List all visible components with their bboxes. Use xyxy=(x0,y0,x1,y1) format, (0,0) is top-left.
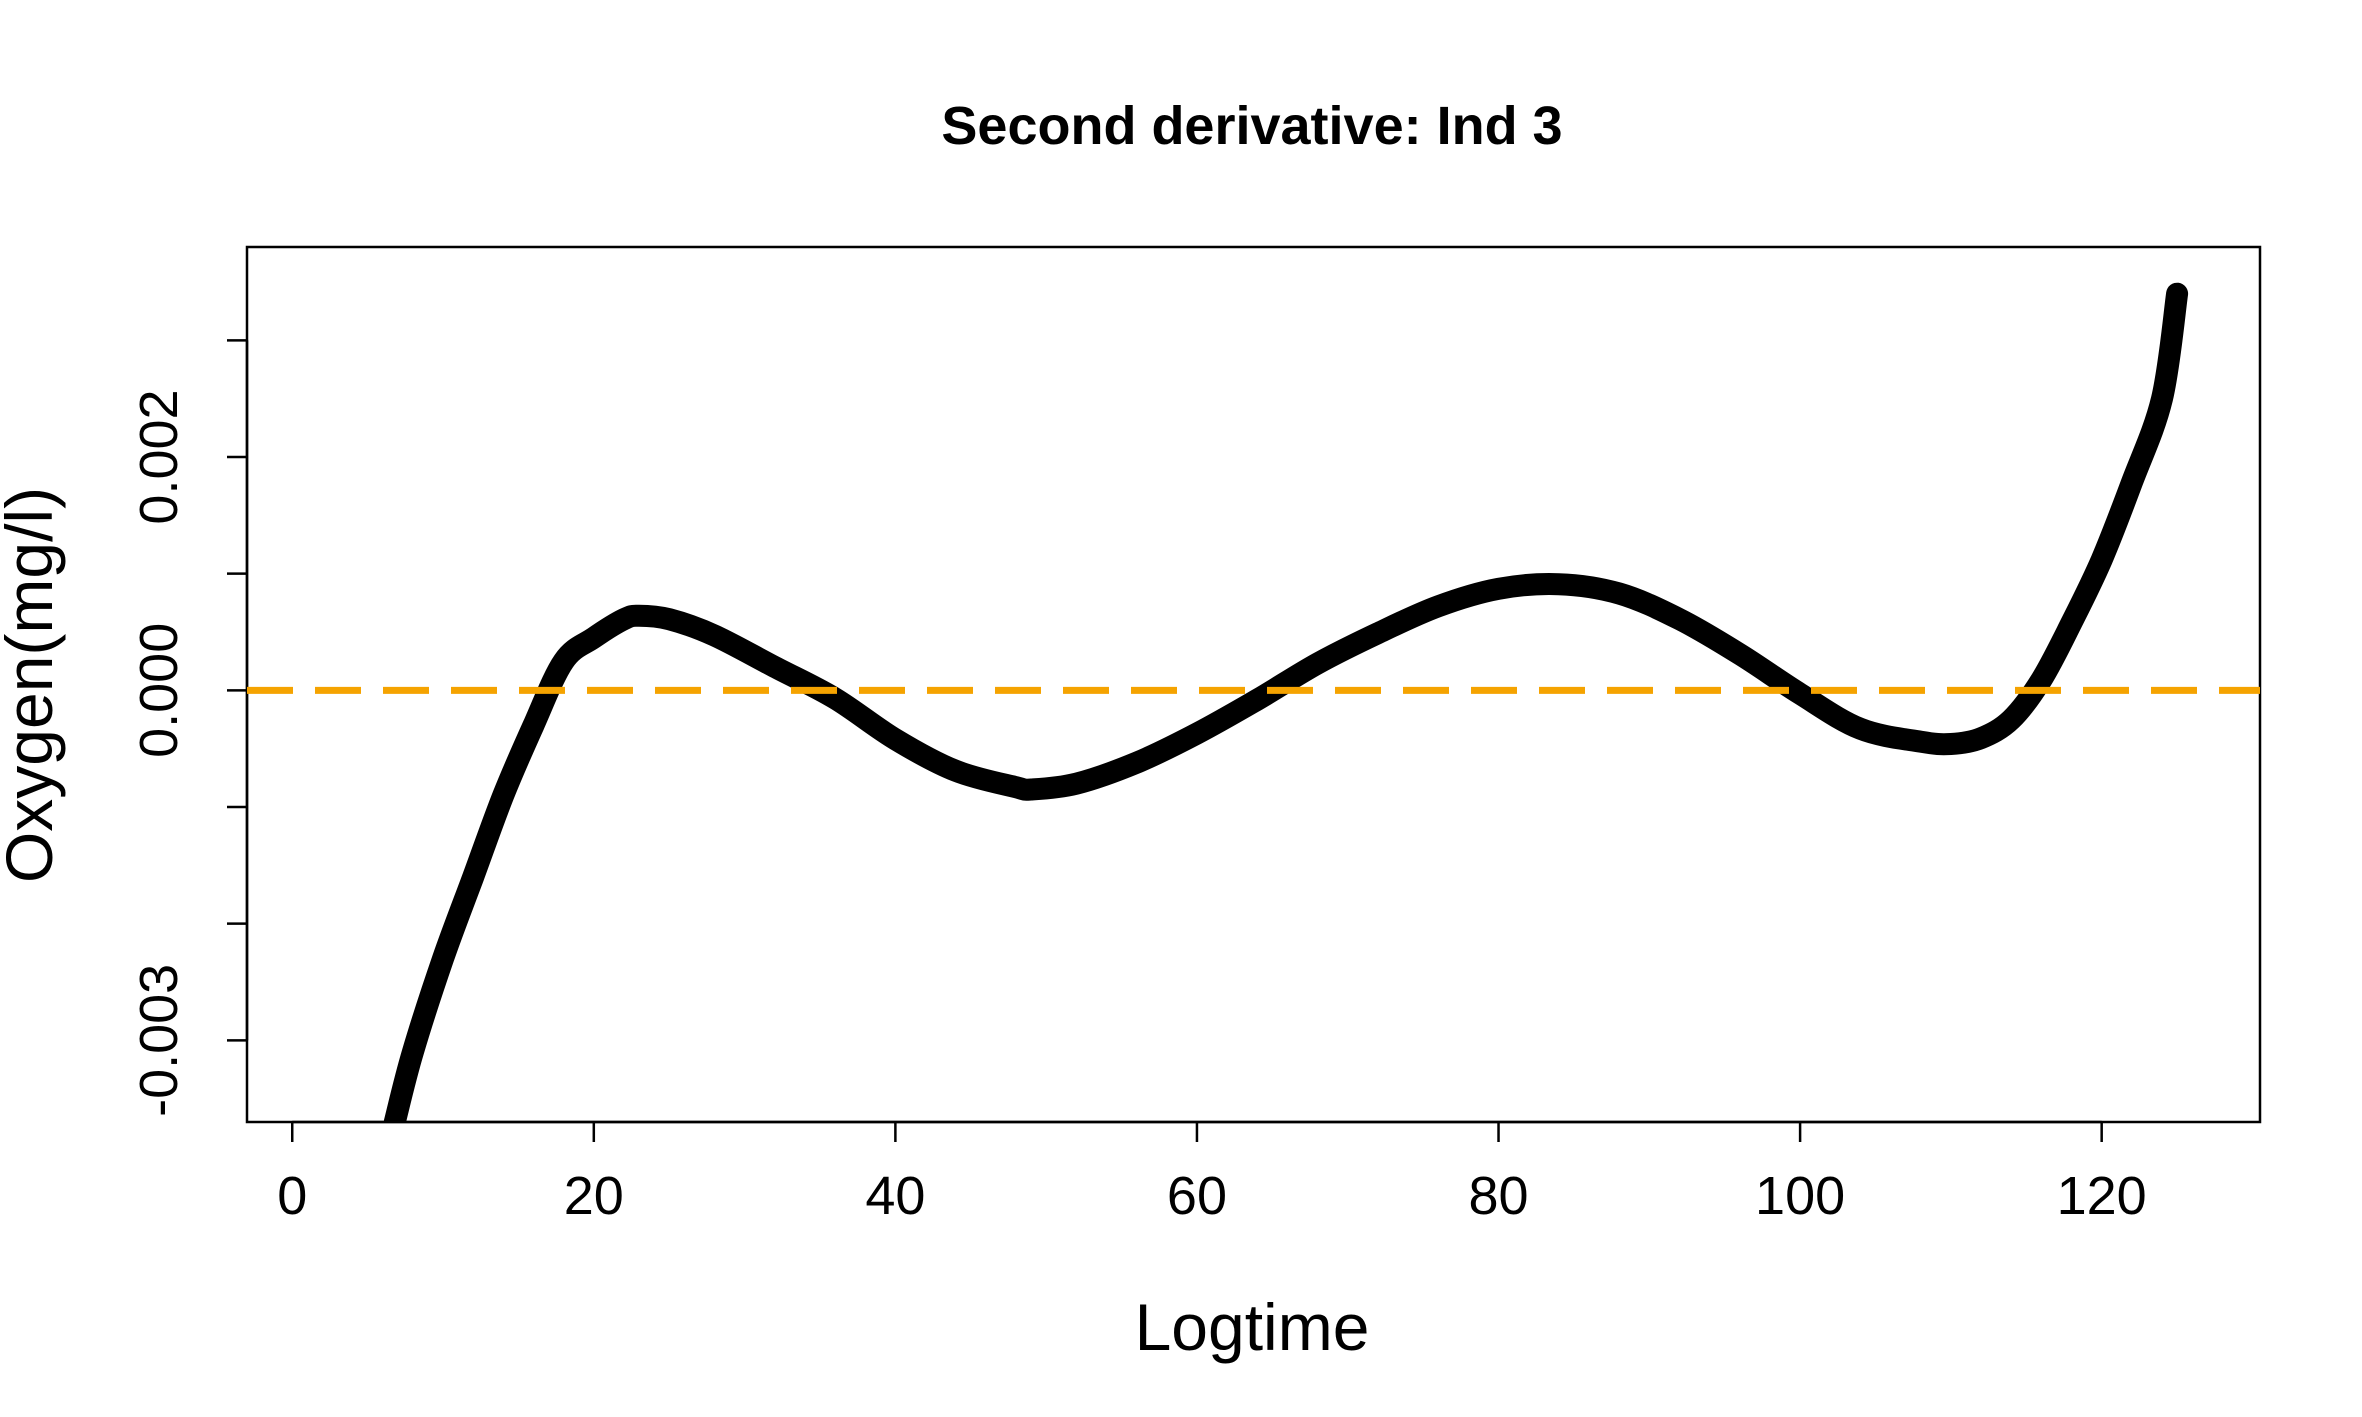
x-tick-label: 40 xyxy=(865,1166,925,1226)
y-tick-label: -0.003 xyxy=(129,964,189,1117)
series-layer xyxy=(383,282,2189,1122)
y-tick-label: 0.002 xyxy=(129,389,189,524)
x-tick-label: 60 xyxy=(1167,1166,1227,1226)
y-axis: -0.003 0.000 0.002 xyxy=(129,339,249,1117)
x-tick-label: 120 xyxy=(2057,1166,2147,1226)
x-tick-label: 20 xyxy=(564,1166,624,1226)
y-tick-label: 0.000 xyxy=(129,623,189,758)
x-tick-label: 0 xyxy=(277,1166,307,1226)
x-tick-label: 100 xyxy=(1755,1166,1845,1226)
x-axis: 0 20 40 60 80 100 120 xyxy=(277,1120,2147,1226)
x-axis-title: Logtime xyxy=(1135,1290,1370,1364)
series-line xyxy=(383,282,2189,1122)
x-tick-label: 80 xyxy=(1468,1166,1528,1226)
y-axis-title: Oxygen(mg/l) xyxy=(0,487,66,883)
chart-title: Second derivative: Ind 3 xyxy=(941,96,1562,156)
